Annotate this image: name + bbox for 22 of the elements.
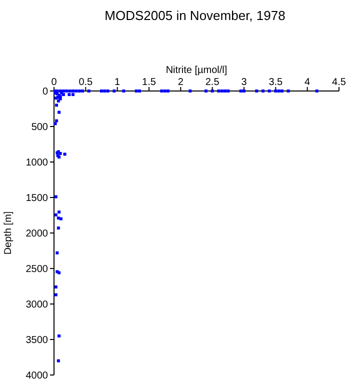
y-tick-label: 500	[31, 122, 48, 133]
y-axis-title: Depth [m]	[3, 211, 14, 255]
y-tick-label: 2500	[26, 264, 48, 275]
x-tick-label: 1.5	[142, 77, 156, 88]
x-tick-label: 4.5	[332, 77, 346, 88]
x-tick-label: 4	[304, 77, 311, 88]
x-tick-label: 1	[114, 77, 121, 88]
x-tick-label: 3.5	[268, 77, 284, 88]
y-tick-label: 2000	[26, 228, 48, 240]
x-tick-label: 2	[178, 77, 184, 88]
chart-title: MODS2005 in November, 1978	[104, 8, 286, 23]
y-tick-label: 0	[42, 86, 48, 98]
x-tick-label: 2.5	[205, 77, 220, 88]
y-tick-label: 1500	[26, 193, 48, 204]
x-tick-label: 3	[241, 77, 248, 88]
y-tick-label: 4000	[26, 370, 48, 382]
x-axis-title: Nitrite [µmol/l]	[166, 65, 228, 76]
y-tick-label: 3000	[26, 300, 48, 310]
x-tick-label: 0	[51, 77, 58, 88]
y-tick-label: 3500	[26, 335, 48, 346]
y-tick-label: 1000	[26, 158, 48, 168]
x-tick-label: 0.5	[78, 77, 94, 88]
